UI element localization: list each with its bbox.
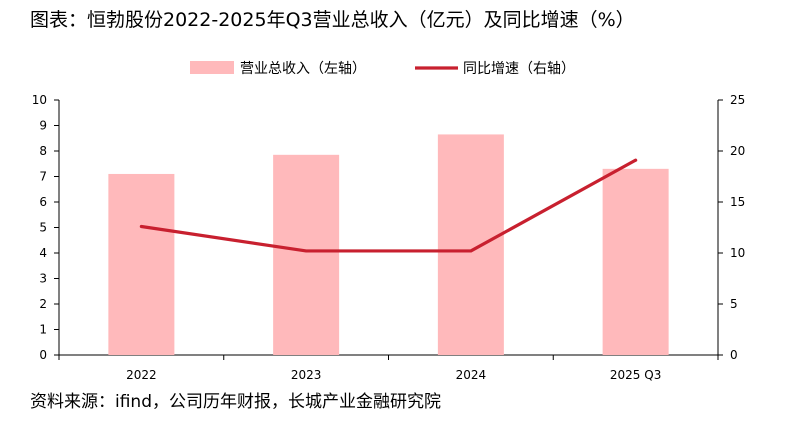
growth-line [139,158,638,253]
y-right-tick-label: 0 [730,348,738,362]
source-note: 资料来源：ifind，公司历年财报，长城产业金融研究院 [30,392,441,412]
x-tick-label: 2023 [291,368,322,382]
y-right-tick-label: 10 [730,246,745,260]
y-left-tick-label: 10 [32,93,47,107]
chart-title: 图表：恒勃股份2022-2025年Q3营业总收入（亿元）及同比增速（%） [30,9,635,31]
bar-series [108,134,669,355]
y-left-tick-label: 5 [39,221,47,235]
legend-swatch-revenue [190,61,234,74]
legend-label-growth: 同比增速（右轴） [463,61,575,77]
x-tick-label: 2025 Q3 [610,368,661,382]
y-left-tick-label: 3 [39,272,47,286]
y-left-tick-label: 0 [39,348,47,362]
bar [108,173,175,355]
bar [273,154,340,355]
bar [437,134,504,355]
y-left-tick-label: 8 [39,144,47,158]
y-left-tick-label: 1 [39,323,47,337]
y-right-tick-label: 20 [730,144,745,158]
y-left-tick-label: 7 [39,170,47,184]
bar [602,168,669,355]
legend-label-revenue: 营业总收入（左轴） [240,61,366,77]
x-tick-label: 2024 [456,368,487,382]
x-tick-label: 2022 [126,368,157,382]
y-right-tick-label: 15 [730,195,745,209]
y-left-tick-label: 2 [39,297,47,311]
y-left-tick-label: 4 [39,246,47,260]
legend: 营业总收入（左轴） 同比增速（右轴） [190,61,575,77]
y-right-tick-label: 25 [730,93,745,107]
line-series [139,158,638,253]
y-left-tick-label: 6 [39,195,47,209]
y-left-tick-label: 9 [39,119,47,133]
x-tick-labels: 2022 2023 2024 2025 Q3 [126,368,661,382]
y-right-tick-label: 5 [730,297,738,311]
